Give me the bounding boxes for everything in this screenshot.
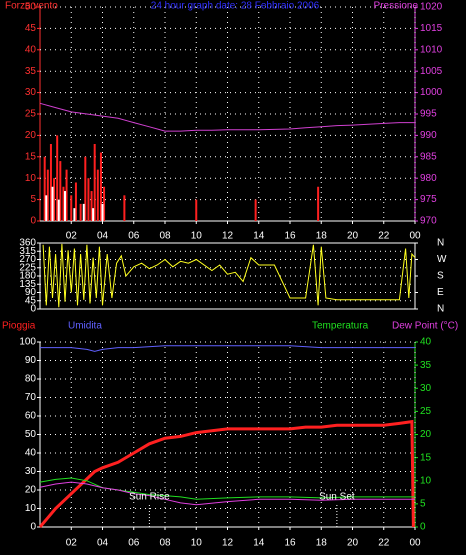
x-tick-label: 06 xyxy=(128,538,140,549)
y-tick-label: 10 xyxy=(25,173,37,184)
x-tick-label: 22 xyxy=(378,231,390,242)
y-tick-label: 90 xyxy=(25,287,37,298)
y-tick-label: 10 xyxy=(25,503,37,514)
line xyxy=(39,481,415,506)
y2-tick-label: 35 xyxy=(420,360,432,371)
y-tick-label: 50 xyxy=(25,2,37,13)
y-tick-label: 50 xyxy=(25,429,37,440)
y2-tick-label: 1000 xyxy=(420,87,443,98)
y2-tick-label: 990 xyxy=(420,130,437,141)
x-tick-label: 04 xyxy=(97,231,109,242)
x-tick-label: 10 xyxy=(191,231,203,242)
y-tick-label: 360 xyxy=(19,238,36,249)
x-tick-label: 00 xyxy=(409,538,421,549)
x-tick-label: 22 xyxy=(378,538,390,549)
y2-tick-label: 25 xyxy=(420,406,432,417)
y-tick-label: 45 xyxy=(25,295,37,306)
y2-tick-label: 1020 xyxy=(420,2,443,13)
x-tick-label: 08 xyxy=(159,538,171,549)
legend-label: Dew Point (°C) xyxy=(392,321,458,332)
legend-label: Umidita xyxy=(68,321,102,332)
y-tick-label: 180 xyxy=(19,271,36,282)
chart-title: 24 hour graph date: 28 Febbraio 2006 xyxy=(151,1,320,12)
x-tick-label: 14 xyxy=(253,231,265,242)
line xyxy=(40,345,415,352)
y-tick-label: 135 xyxy=(19,279,36,290)
x-tick-label: 20 xyxy=(347,231,359,242)
y2-tick-label: 5 xyxy=(420,499,426,510)
y2-tick-label: E xyxy=(437,287,444,298)
y2-tick-label: 995 xyxy=(420,109,437,120)
legend-label: Temperatura xyxy=(312,321,369,332)
y-tick-label: 15 xyxy=(25,151,37,162)
x-tick-label: 08 xyxy=(159,231,171,242)
x-tick-label: 06 xyxy=(128,231,140,242)
y2-tick-label: 1010 xyxy=(420,44,443,55)
y2-tick-label: 0 xyxy=(420,522,426,533)
y-tick-label: 40 xyxy=(25,448,37,459)
y-tick-label: 100 xyxy=(19,337,36,348)
y2-tick-label: 985 xyxy=(420,151,437,162)
y-tick-label: 5 xyxy=(30,194,36,205)
x-tick-label: 02 xyxy=(66,538,78,549)
y-axis-label: Forza vento xyxy=(5,1,58,12)
y2-tick-label: S xyxy=(437,271,444,282)
y2-tick-label: 1005 xyxy=(420,66,443,77)
y2-tick-label: 30 xyxy=(420,383,432,394)
y2-tick-label: 15 xyxy=(420,452,432,463)
x-tick-label: 04 xyxy=(97,538,109,549)
y-tick-label: 30 xyxy=(25,87,37,98)
x-tick-label: 16 xyxy=(284,538,296,549)
y2-tick-label: 980 xyxy=(420,173,437,184)
annotation: Sun Rise xyxy=(129,492,170,503)
x-tick-label: 00 xyxy=(409,231,421,242)
y2-tick-label: N xyxy=(437,304,444,315)
x-tick-label: 18 xyxy=(316,231,328,242)
x-tick-label: 10 xyxy=(191,538,203,549)
legend-label: Pioggia xyxy=(2,321,36,332)
y-tick-label: 45 xyxy=(25,23,37,34)
x-tick-label: 16 xyxy=(284,231,296,242)
y-tick-label: 0 xyxy=(30,304,36,315)
annotation: Sun Set xyxy=(319,492,355,503)
line xyxy=(42,243,416,308)
y-tick-label: 20 xyxy=(25,485,37,496)
x-tick-label: 12 xyxy=(222,231,234,242)
y-tick-label: 0 xyxy=(30,216,36,227)
x-tick-label: 20 xyxy=(347,538,359,549)
y-tick-label: 225 xyxy=(19,262,36,273)
y-tick-label: 270 xyxy=(19,254,36,265)
y-tick-label: 0 xyxy=(30,522,36,533)
y-tick-label: 90 xyxy=(25,355,37,366)
x-tick-label: 12 xyxy=(222,538,234,549)
y2-tick-label: 1015 xyxy=(420,23,443,34)
line xyxy=(39,102,415,132)
x-tick-label: 14 xyxy=(253,538,265,549)
line xyxy=(38,419,415,528)
y2-tick-label: 970 xyxy=(420,216,437,227)
y-tick-label: 25 xyxy=(25,109,37,120)
y-tick-label: 20 xyxy=(25,130,37,141)
y2-tick-label: 975 xyxy=(420,194,437,205)
y2-tick-label: N xyxy=(437,238,444,249)
y-tick-label: 35 xyxy=(25,66,37,77)
y-tick-label: 30 xyxy=(25,466,37,477)
y2-axis-label: Pressione xyxy=(374,1,419,12)
x-tick-label: 18 xyxy=(316,538,328,549)
y2-tick-label: W xyxy=(437,254,447,265)
y-tick-label: 60 xyxy=(25,411,37,422)
y-tick-label: 70 xyxy=(25,392,37,403)
y2-tick-label: 20 xyxy=(420,429,432,440)
y2-tick-label: 40 xyxy=(420,337,432,348)
y-tick-label: 40 xyxy=(25,44,37,55)
y-tick-label: 315 xyxy=(19,246,36,257)
y2-tick-label: 10 xyxy=(420,475,432,486)
line xyxy=(39,477,415,500)
x-tick-label: 02 xyxy=(66,231,78,242)
y-tick-label: 80 xyxy=(25,374,37,385)
